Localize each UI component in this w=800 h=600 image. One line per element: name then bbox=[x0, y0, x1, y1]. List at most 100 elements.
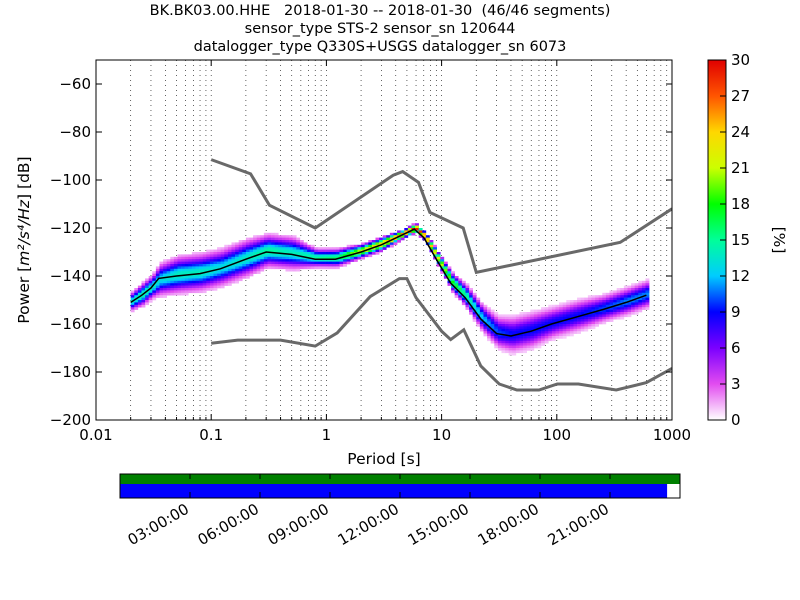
density-cell bbox=[209, 285, 214, 289]
density-cell bbox=[188, 288, 193, 291]
density-cell bbox=[325, 249, 329, 253]
density-cell bbox=[631, 297, 635, 301]
density-cell bbox=[307, 244, 311, 248]
density-cell bbox=[505, 331, 509, 334]
density-cell bbox=[184, 285, 189, 289]
density-cell bbox=[260, 240, 265, 243]
density-cell bbox=[292, 261, 297, 265]
density-cell bbox=[476, 319, 481, 322]
density-cell bbox=[573, 331, 578, 334]
density-cell bbox=[569, 328, 574, 332]
density-cell bbox=[548, 328, 553, 332]
density-cell bbox=[339, 254, 344, 258]
density-cell bbox=[400, 237, 405, 241]
density-cell bbox=[530, 326, 535, 330]
density-cell bbox=[145, 283, 149, 286]
density-cell bbox=[130, 295, 135, 298]
density-cell bbox=[497, 340, 502, 344]
density-cell bbox=[616, 288, 621, 291]
density-cell bbox=[501, 340, 506, 344]
density-cell bbox=[512, 336, 517, 339]
density-cell bbox=[310, 249, 315, 253]
density-cell bbox=[227, 268, 232, 272]
density-cell bbox=[483, 328, 488, 332]
density-cell bbox=[533, 326, 538, 330]
density-cell bbox=[494, 343, 499, 346]
density-cell bbox=[227, 278, 232, 282]
density-cell bbox=[303, 252, 308, 255]
density-cell bbox=[526, 340, 531, 344]
density-cell bbox=[148, 288, 153, 291]
density-cell bbox=[551, 326, 556, 330]
density-cell bbox=[429, 244, 434, 248]
density-cell bbox=[285, 244, 290, 248]
density-cell bbox=[584, 321, 589, 325]
density-cell bbox=[238, 244, 243, 248]
density-cell bbox=[314, 256, 319, 260]
density-cell bbox=[170, 292, 175, 296]
density-cell bbox=[199, 276, 203, 279]
density-cell bbox=[260, 266, 265, 270]
density-cell bbox=[458, 278, 463, 282]
density-cell bbox=[598, 319, 603, 322]
density-cell bbox=[523, 345, 527, 349]
density-cell bbox=[260, 268, 265, 272]
density-cell bbox=[163, 266, 167, 270]
density-cell bbox=[213, 271, 218, 274]
density-cell bbox=[195, 271, 200, 274]
density-cell bbox=[289, 247, 293, 250]
density-cell bbox=[249, 261, 254, 265]
density-cell bbox=[454, 285, 459, 289]
density-cell bbox=[238, 242, 243, 246]
density-cell bbox=[148, 297, 153, 301]
density-cell bbox=[184, 259, 189, 262]
density-cell bbox=[487, 312, 491, 315]
density-cell bbox=[249, 256, 254, 260]
density-cell bbox=[566, 309, 571, 313]
density-cell bbox=[159, 273, 164, 277]
density-cell bbox=[299, 259, 304, 262]
density-cell bbox=[134, 295, 139, 298]
density-cell bbox=[569, 319, 574, 322]
density-cell bbox=[195, 268, 200, 272]
density-cell bbox=[638, 307, 643, 310]
density-cell bbox=[296, 240, 301, 243]
density-cell bbox=[551, 316, 556, 320]
density-cell bbox=[609, 295, 614, 298]
density-cell bbox=[577, 300, 581, 303]
density-cell bbox=[253, 235, 257, 238]
density-cell bbox=[155, 268, 160, 272]
density-cell bbox=[191, 264, 196, 267]
density-cell bbox=[533, 338, 538, 342]
density-cell bbox=[292, 266, 297, 270]
density-cell bbox=[238, 271, 243, 274]
density-cell bbox=[490, 336, 495, 339]
density-cell bbox=[631, 302, 635, 306]
density-cell bbox=[544, 309, 549, 313]
density-cell bbox=[274, 259, 279, 262]
density-cell bbox=[332, 247, 337, 250]
density-cell bbox=[505, 314, 509, 318]
density-cell bbox=[213, 264, 218, 267]
density-cell bbox=[263, 256, 268, 260]
density-cell bbox=[181, 254, 185, 258]
density-cell bbox=[638, 285, 643, 289]
density-cell bbox=[490, 331, 495, 334]
density-cell bbox=[249, 240, 254, 243]
density-cell bbox=[497, 336, 502, 339]
density-cell bbox=[595, 300, 599, 303]
density-cell bbox=[512, 319, 517, 322]
density-cell bbox=[350, 247, 355, 250]
density-cell bbox=[141, 283, 146, 286]
density-cell bbox=[544, 321, 549, 325]
density-cell bbox=[386, 237, 391, 241]
density-cell bbox=[267, 252, 272, 255]
density-cell bbox=[213, 273, 218, 277]
density-cell bbox=[245, 252, 250, 255]
density-cell bbox=[271, 237, 275, 241]
density-cell bbox=[569, 331, 574, 334]
density-cell bbox=[472, 302, 477, 306]
density-cell bbox=[515, 350, 520, 354]
density-cell bbox=[609, 292, 614, 296]
density-cell bbox=[389, 242, 394, 246]
